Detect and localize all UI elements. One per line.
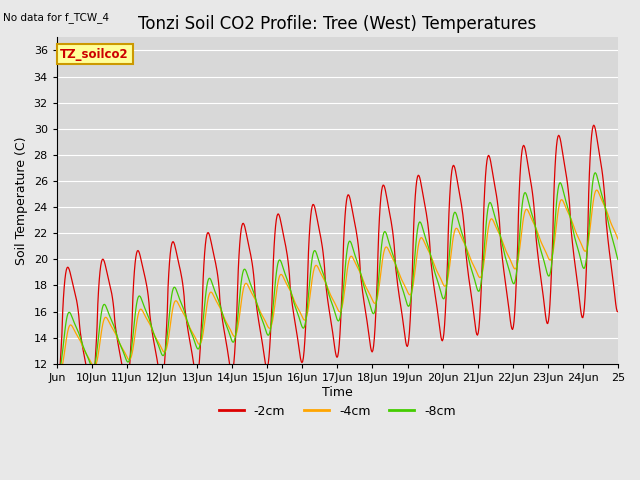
-4cm [120, 347, 127, 353]
-4cm [250, 295, 258, 300]
-2cm [222, 337, 230, 343]
Line: -4cm: -4cm [57, 190, 618, 373]
-2cm [590, 122, 598, 128]
-8cm [54, 371, 61, 376]
-8cm [591, 170, 599, 176]
X-axis label: Time: Time [322, 385, 353, 398]
-2cm [119, 366, 127, 372]
Line: -8cm: -8cm [57, 173, 618, 373]
Y-axis label: Soil Temperature (C): Soil Temperature (C) [15, 136, 28, 265]
-8cm [428, 256, 435, 262]
-4cm [272, 297, 280, 302]
-8cm [223, 323, 230, 329]
-8cm [53, 370, 61, 375]
-8cm [120, 349, 127, 355]
Text: TZ_soilco2: TZ_soilco2 [60, 48, 129, 61]
Text: No data for f_TCW_4: No data for f_TCW_4 [3, 12, 109, 23]
-4cm [396, 273, 404, 278]
-4cm [55, 371, 63, 376]
-4cm [53, 368, 61, 373]
-2cm [614, 309, 622, 314]
-4cm [428, 254, 435, 260]
-2cm [427, 256, 435, 262]
-8cm [250, 292, 258, 298]
-2cm [53, 392, 61, 397]
Title: Tonzi Soil CO2 Profile: Tree (West) Temperatures: Tonzi Soil CO2 Profile: Tree (West) Temp… [138, 15, 536, 33]
-8cm [272, 277, 280, 283]
-2cm [396, 293, 403, 299]
-8cm [614, 256, 622, 262]
-2cm [250, 272, 257, 277]
Legend: -2cm, -4cm, -8cm: -2cm, -4cm, -8cm [214, 400, 461, 423]
-4cm [614, 236, 622, 242]
-2cm [271, 232, 278, 238]
-4cm [223, 320, 230, 325]
-4cm [593, 187, 600, 193]
Line: -2cm: -2cm [57, 125, 618, 395]
-8cm [396, 278, 404, 284]
